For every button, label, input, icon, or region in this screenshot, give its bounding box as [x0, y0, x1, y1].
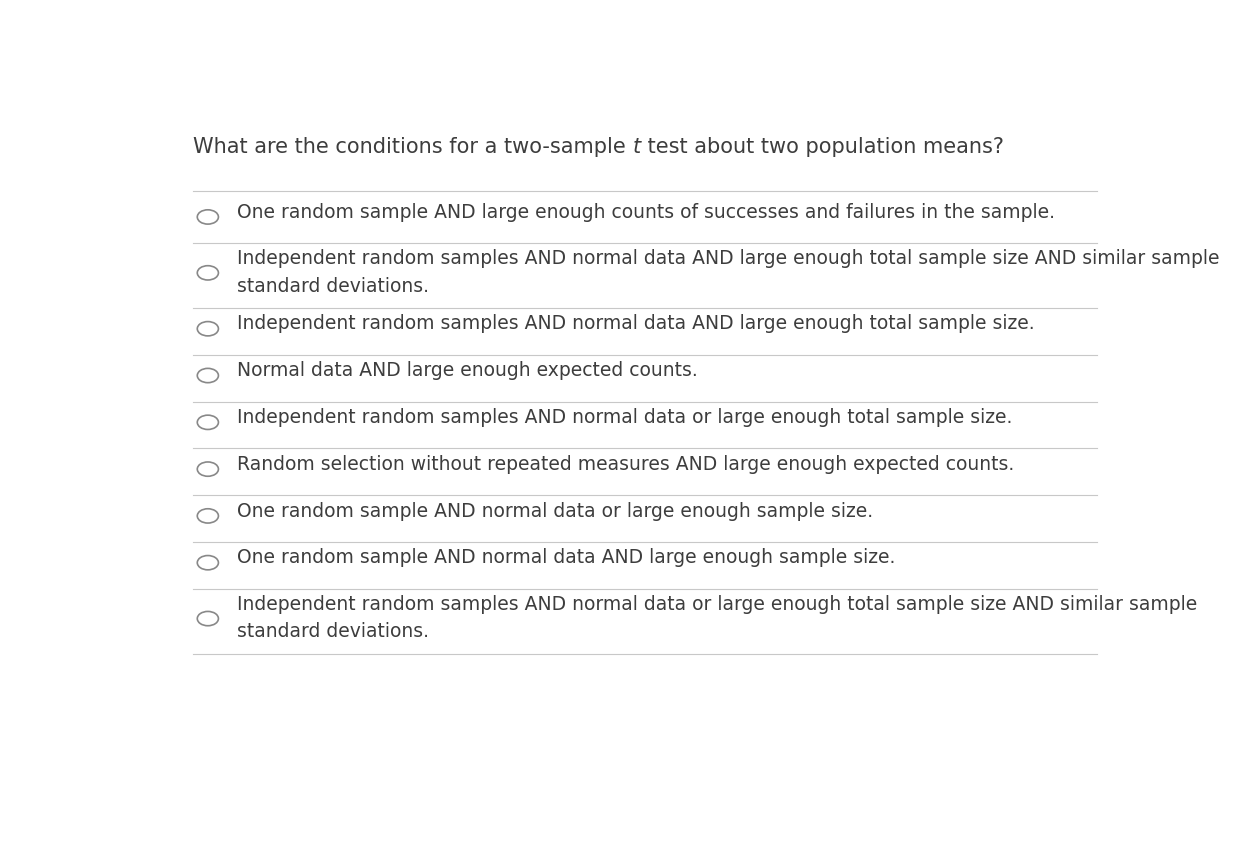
Text: One random sample AND large enough counts of successes and failures in the sampl: One random sample AND large enough count… — [237, 203, 1055, 222]
Text: Independent random samples AND normal data AND large enough total sample size.: Independent random samples AND normal da… — [237, 315, 1034, 333]
Text: Independent random samples AND normal data or large enough total sample size AND: Independent random samples AND normal da… — [237, 595, 1197, 641]
Text: t: t — [632, 137, 641, 157]
Text: One random sample AND normal data or large enough sample size.: One random sample AND normal data or lar… — [237, 501, 873, 521]
Text: test about two population means?: test about two population means? — [641, 137, 1004, 157]
Text: Independent random samples AND normal data AND large enough total sample size AN: Independent random samples AND normal da… — [237, 250, 1219, 295]
Text: Normal data AND large enough expected counts.: Normal data AND large enough expected co… — [237, 361, 697, 381]
Text: One random sample AND normal data AND large enough sample size.: One random sample AND normal data AND la… — [237, 549, 895, 567]
Text: What are the conditions for a two-sample: What are the conditions for a two-sample — [193, 137, 632, 157]
Text: Random selection without repeated measures AND large enough expected counts.: Random selection without repeated measur… — [237, 455, 1014, 473]
Text: Independent random samples AND normal data or large enough total sample size.: Independent random samples AND normal da… — [237, 408, 1012, 427]
